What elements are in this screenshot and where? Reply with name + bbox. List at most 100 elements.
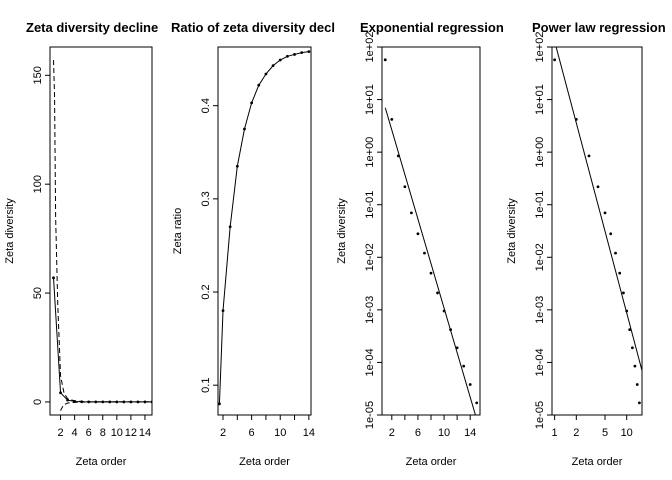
chart-title: Ratio of zeta diversity decl [171,20,335,35]
regression-line [384,107,476,415]
y-tick-label: 1e+02 [364,32,376,63]
x-axis-label: Zeta order [76,456,127,468]
x-tick-label: 10 [111,427,123,439]
y-tick-label: 1e-03 [364,296,376,324]
data-point [628,328,632,332]
data-point [631,346,634,350]
chart-panel-1: Zeta diversity decline 2 6 10 14 4 8 12 0 50 100 15… [4,20,158,468]
data-point [462,364,466,368]
data-point [633,364,637,368]
y-tick-label: 0 [32,399,44,405]
data-point [468,383,472,386]
x-tick-label: 6 [86,427,92,439]
data-point [250,101,254,105]
plot-frame [49,46,153,416]
x-tick-label: 10 [274,427,286,439]
data-point [614,251,617,255]
chart-panel-4: Power law regression 1 2 5 10 1e-05 1e-04 1e-03… [506,20,666,468]
y-tick-label: 1e-02 [364,243,376,271]
data-point [59,391,62,395]
y-tick-label: 1e-05 [534,401,546,429]
data-point [637,401,641,405]
data-point [243,127,246,131]
y-tick-label: 1e+01 [534,84,546,115]
data-point [293,53,296,56]
y-axis-label: Zeta ratio [172,208,184,254]
data-point [307,50,311,54]
series-line-dashed [60,401,152,411]
data-point [108,400,112,404]
x-tick-label: 2 [573,427,579,439]
data-point [553,58,557,62]
y-tick-label: 1e+01 [364,84,376,115]
data-point [635,383,639,386]
x-tick-label: 6 [249,427,255,439]
plot-area [383,58,479,415]
x-tick-label: 12 [125,427,137,439]
data-point [403,185,407,189]
y-tick-label: 1e-03 [534,296,546,324]
data-point [429,271,433,275]
y-tick-label: 1e-02 [534,243,546,271]
plot-area [218,50,311,406]
plot-area [553,47,642,405]
y-tick-label: 1e-01 [534,191,546,219]
y-axis-label: Zeta diversity [4,198,16,264]
data-point [390,117,394,121]
data-point [622,291,625,295]
data-point [235,164,239,168]
data-point [383,58,387,62]
y-tick-label: 0.4 [200,98,212,113]
regression-line [555,47,642,371]
data-point [52,276,55,280]
x-tick-label: 2 [389,427,395,439]
y-tick-label: 0.2 [200,284,212,299]
x-tick-label: 14 [139,427,151,439]
x-tick-label: 8 [100,427,106,439]
x-tick-label: 5 [602,427,608,439]
plot-frame [217,46,312,416]
data-point [587,154,591,158]
data-point [257,83,261,87]
x-axis-label: Zeta order [406,456,457,468]
plot-frame [551,46,643,416]
data-point [455,346,459,350]
y-tick-label: 1e+00 [534,137,546,168]
plot-area [52,60,152,411]
y-tick-label: 100 [32,175,44,193]
data-point [228,225,232,229]
chart-title: Zeta diversity decline [26,20,158,35]
data-point [618,271,622,275]
x-tick-label: 14 [303,427,315,439]
data-point [423,251,426,255]
x-tick-label: 2 [220,427,226,439]
series-line [53,277,152,403]
y-axis-label: Zeta diversity [506,198,518,264]
y-axis-label: Zeta diversity [336,198,348,264]
chart-panel-2: Ratio of zeta diversity decl 2 6 10 14 0.1 0.2… [171,20,335,468]
x-tick-label: 2 [57,427,63,439]
x-tick-label: 1 [552,427,558,439]
data-point [603,211,607,215]
data-point [300,51,304,54]
data-point [609,232,613,236]
x-axis-label: Zeta order [239,456,290,468]
chart-title: Power law regression [532,20,666,35]
data-point [475,401,479,405]
y-tick-label: 1e+02 [534,32,546,63]
data-point [278,58,282,62]
data-point [596,185,600,189]
data-point [101,400,105,404]
data-point [416,232,420,236]
data-point [218,402,221,406]
x-axis-label: Zeta order [572,456,623,468]
y-tick-label: 1e-05 [364,401,376,429]
y-tick-label: 1e-04 [534,348,546,376]
data-point [285,54,289,58]
x-tick-label: 10 [621,427,633,439]
y-tick-label: 1e-01 [364,191,376,219]
series-line [218,51,309,404]
chart-panel-3: Exponential regression 2 6 10 14 1e-05 1e-04 1e… [336,20,504,468]
x-tick-label: 10 [438,427,450,439]
